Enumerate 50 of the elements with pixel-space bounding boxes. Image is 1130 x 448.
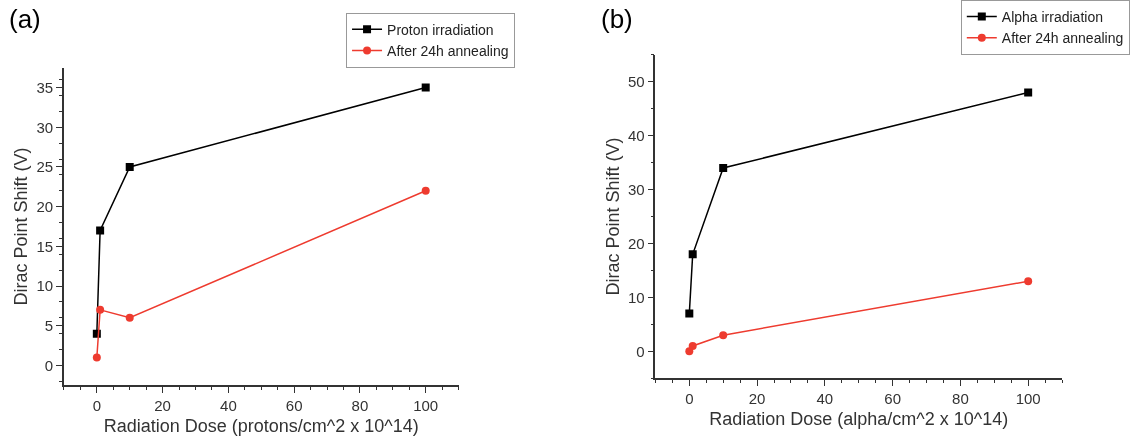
y-tick-label: 30 (36, 118, 54, 136)
point (1024, 277, 1033, 286)
chart-title: (b) (601, 4, 633, 34)
y-tick-label: 0 (44, 356, 54, 374)
point (421, 186, 430, 195)
point (421, 83, 430, 92)
x-axis-title: Radiation Dose (protons/cm^2 x 10^14) (103, 415, 419, 436)
y-tick-label: 5 (44, 316, 54, 334)
point (719, 331, 728, 340)
point (96, 226, 105, 235)
x-tick-label: 20 (748, 390, 766, 408)
chart-title: (a) (9, 4, 41, 34)
y-tick-label: 20 (627, 234, 645, 252)
point (1024, 88, 1033, 97)
y-tick-label: 25 (36, 158, 54, 176)
point (685, 309, 694, 318)
x-tick-label: 20 (154, 397, 171, 415)
y-tick-label: 10 (36, 277, 54, 295)
y-tick-label: 50 (627, 72, 645, 90)
point (125, 162, 134, 171)
legend-label: After 24h annealing (1001, 30, 1124, 47)
point (688, 341, 697, 350)
y-tick-label: 20 (36, 197, 54, 215)
y-tick-label: 40 (627, 126, 645, 144)
x-tick-label: 100 (1015, 390, 1041, 408)
point (96, 305, 105, 314)
x-tick-label: 0 (92, 397, 102, 415)
point (719, 164, 728, 172)
y-axis-title: Dirac Point Shift (V) (602, 137, 623, 296)
y-tick-label: 0 (636, 342, 645, 360)
y-tick-label: 10 (627, 288, 645, 306)
y-tick-label: 15 (36, 237, 54, 255)
y-tick-label: 30 (627, 180, 645, 198)
x-tick-label: 40 (816, 390, 834, 408)
y-tick-label: 35 (36, 78, 54, 96)
x-tick-label: 40 (220, 397, 237, 415)
y-axis-title: Dirac Point Shift (V) (11, 147, 32, 306)
x-tick-label: 80 (952, 390, 969, 408)
point (92, 353, 101, 362)
x-tick-label: 80 (351, 397, 369, 415)
point (688, 250, 697, 259)
x-axis-title: Radiation Dose (alpha/cm^2 x 10^14) (709, 408, 1009, 429)
point (125, 313, 134, 322)
legend-label: After 24h annealing (387, 42, 509, 59)
x-tick-label: 60 (285, 397, 303, 415)
x-tick-label: 0 (685, 390, 694, 408)
legend-label: Alpha irradiation (1001, 9, 1103, 26)
x-tick-label: 100 (413, 397, 439, 415)
x-tick-label: 60 (884, 390, 901, 408)
legend-label: Proton irradiation (387, 21, 494, 38)
